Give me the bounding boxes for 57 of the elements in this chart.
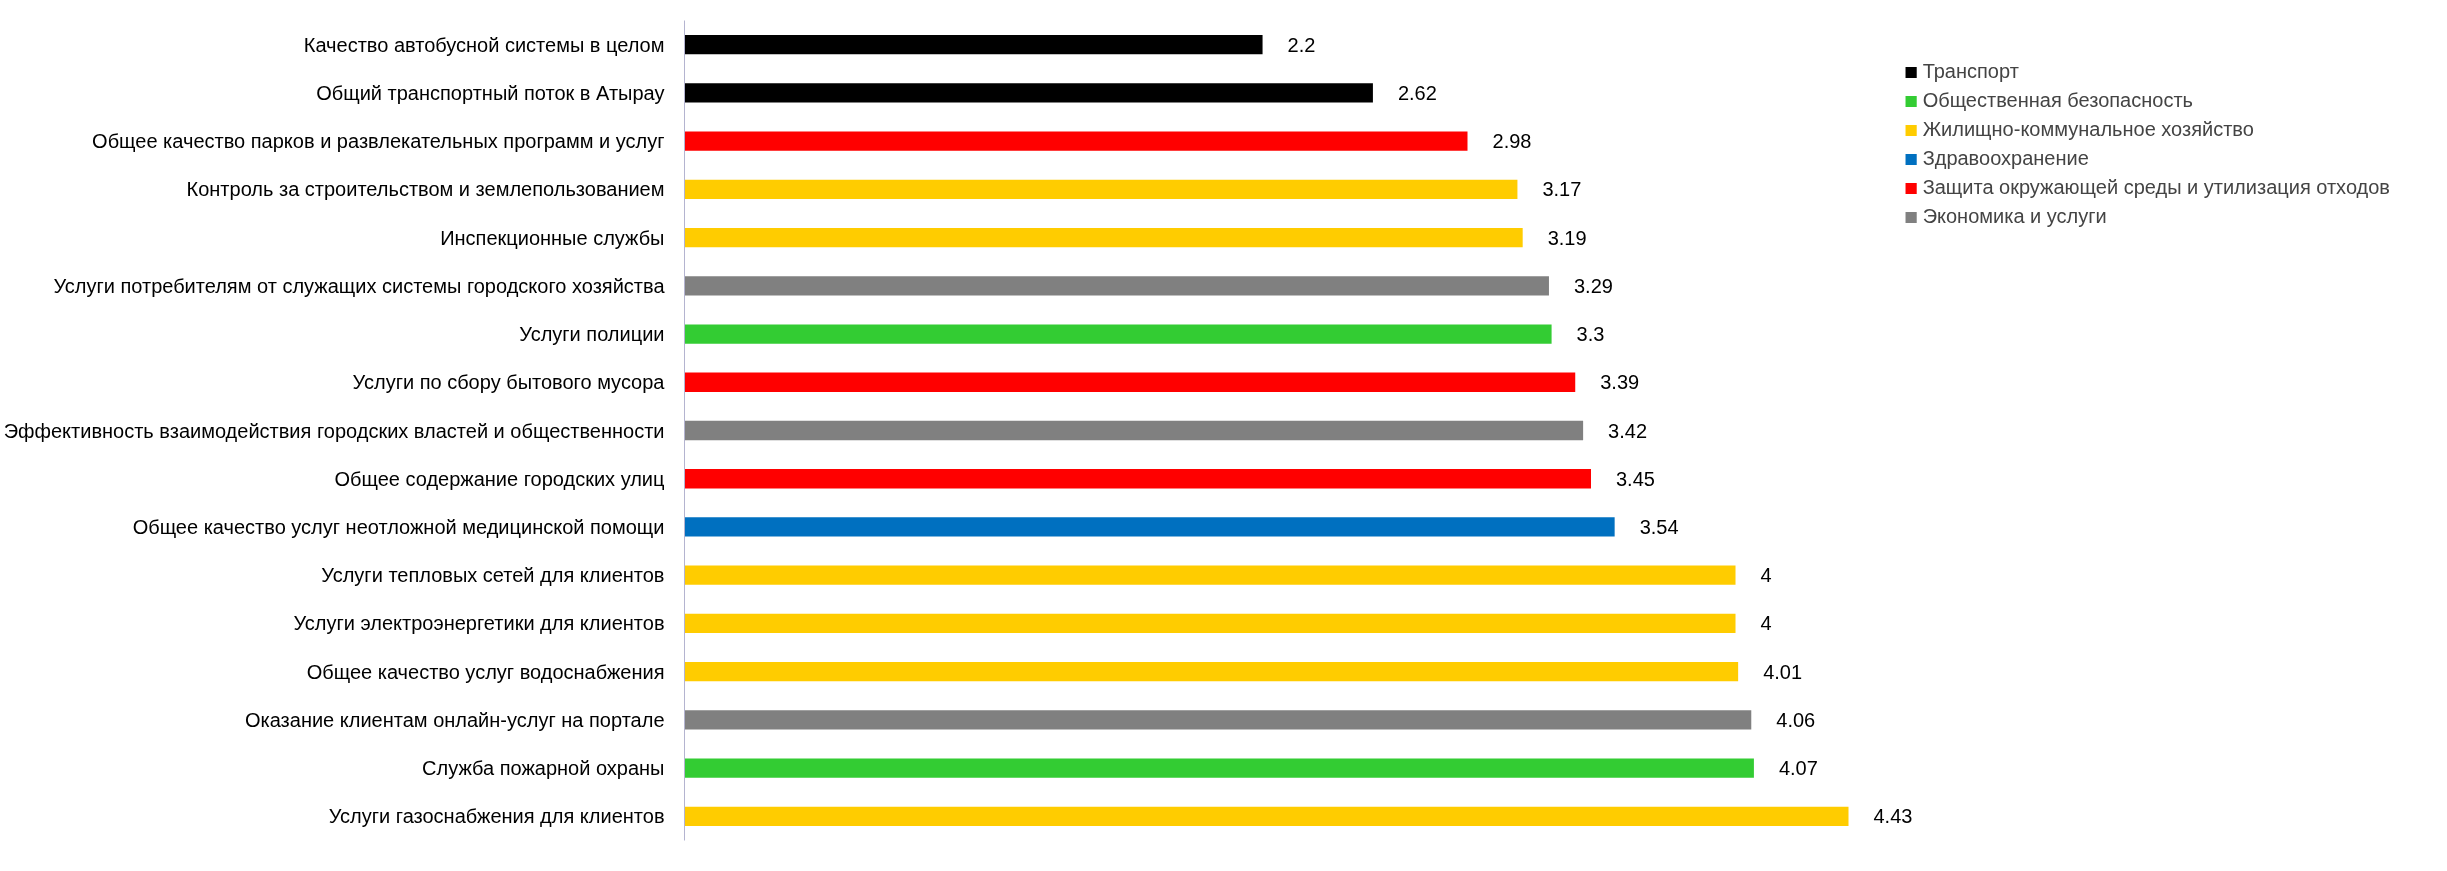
data-label: 3.3	[1576, 323, 1605, 346]
data-label: 4.43	[1873, 805, 1913, 828]
bar	[684, 34, 1263, 55]
legend-label: Защита окружающей среды и утилизация отходов	[1922, 176, 2390, 199]
data-label: 4	[1760, 564, 1772, 587]
y-tick-label: Оказание клиентам онлайн-услуг на портале	[244, 708, 665, 731]
data-label: 4.01	[1763, 660, 1803, 683]
data-label: 2.2	[1287, 33, 1316, 56]
legend-label: Здравоохранение	[1922, 147, 2089, 170]
data-label: 3.42	[1608, 419, 1648, 442]
y-tick-label: Качество автобусной системы в целом	[303, 33, 665, 56]
y-tick-label: Инспекционные службы	[440, 226, 665, 249]
bar	[684, 710, 1752, 730]
y-tick-label: Услуги тепловых сетей для клиентов	[321, 564, 665, 587]
legend-label: Жилищно-коммунальное хозяйство	[1922, 118, 2254, 141]
data-label: 4.06	[1776, 708, 1816, 731]
y-tick-label: Общее качество парков и развлекательных программ и услуг	[92, 130, 665, 153]
bar	[684, 758, 1754, 778]
data-label: 3.54	[1639, 515, 1679, 538]
data-label: 4.07	[1778, 757, 1818, 780]
bar	[684, 517, 1615, 537]
y-tick-label: Услуги газоснабжения для клиентов	[328, 805, 665, 828]
bar	[684, 179, 1518, 199]
data-label: 3.17	[1542, 178, 1582, 201]
bar	[684, 565, 1736, 585]
data-label: 3.29	[1573, 274, 1613, 297]
bar	[684, 324, 1552, 344]
data-label: 3.45	[1616, 467, 1655, 490]
y-tick-label: Услуги потребителям от служащих системы городского хозяйства	[53, 274, 666, 297]
bar	[684, 420, 1584, 441]
data-label: 3.39	[1600, 371, 1640, 394]
legend-label: Транспорт	[1922, 60, 2019, 83]
data-label: 2.62	[1397, 81, 1437, 104]
bar	[684, 806, 1849, 827]
data-label: 3.19	[1547, 226, 1587, 249]
bar	[684, 469, 1591, 489]
y-tick-label: Услуги по сбору бытового мусора	[352, 371, 666, 394]
bar	[684, 372, 1576, 392]
legend-label: Общественная безопасность	[1922, 89, 2193, 112]
y-tick-label: Общее качество услуг неотложной медицинской помощи	[132, 515, 665, 538]
y-tick-label: Общее содержание городских улиц	[334, 467, 665, 490]
y-tick-label: Служба пожарной охраны	[422, 757, 665, 780]
bar	[684, 227, 1523, 248]
y-tick-label: Услуги электроэнергетики для клиентов	[293, 612, 665, 635]
data-label: 4	[1760, 612, 1772, 635]
y-tick-label: Эффективность взаимодействия городских властей и общественности	[3, 419, 665, 442]
bar	[684, 276, 1549, 296]
y-tick-label: Общий транспортный поток в Атырау	[316, 81, 665, 104]
y-tick-label: Контроль за строительством и землепользованием	[186, 178, 665, 201]
bar	[684, 83, 1373, 103]
bar	[684, 131, 1468, 151]
bar	[684, 613, 1736, 634]
bar	[684, 662, 1739, 682]
legend-label: Экономика и услуги	[1922, 205, 2107, 228]
y-tick-label: Общее качество услуг водоснабжения	[306, 660, 665, 683]
data-label: 2.98	[1492, 130, 1532, 153]
y-tick-label: Услуги полиции	[519, 323, 665, 346]
